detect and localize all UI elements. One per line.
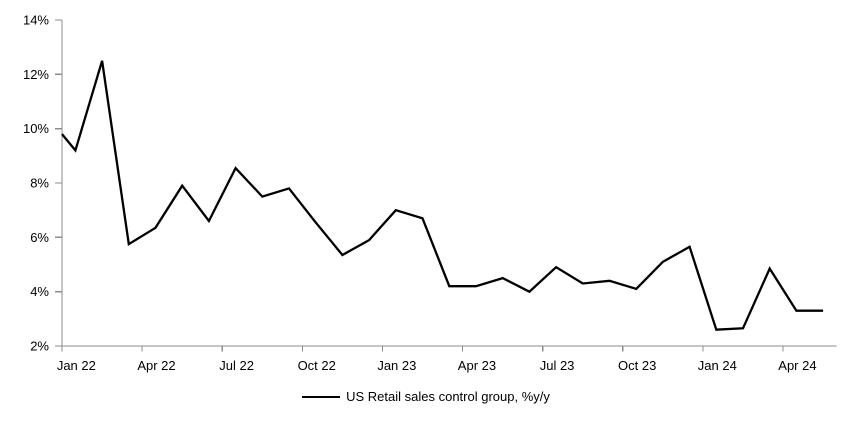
x-tick-label: Oct 23 — [618, 358, 656, 373]
x-tick-label: Jul 22 — [219, 358, 254, 373]
y-tick-label: 10% — [23, 121, 49, 136]
y-tick-label: 12% — [23, 67, 49, 82]
x-tick-label: Apr 22 — [137, 358, 175, 373]
chart-legend: US Retail sales control group, %y/y — [0, 380, 852, 423]
y-tick-label: 4% — [30, 284, 49, 299]
x-tick-label: Apr 23 — [458, 358, 496, 373]
line-chart-canvas: 2% 4% 6% 8% 10% 12% 14% Jan 22 Apr 22 Jul 22 Oct 2… — [23, 13, 837, 373]
y-tick-label: 2% — [30, 339, 49, 354]
x-tick-label: Oct 22 — [298, 358, 336, 373]
legend-line-sample-icon — [302, 396, 341, 398]
legend-item: US Retail sales control group, %y/y — [302, 389, 550, 405]
x-tick-label: Jan 23 — [377, 358, 416, 373]
x-tick-label: Jan 22 — [57, 358, 96, 373]
x-tick-label: Apr 24 — [778, 358, 816, 373]
y-tick-label: 6% — [30, 230, 49, 245]
x-tick-label: Jan 24 — [698, 358, 737, 373]
data-line-retail-sales — [61, 60, 824, 331]
x-tick-label: Jul 23 — [540, 358, 575, 373]
y-tick-label: 14% — [23, 13, 49, 28]
legend-label: US Retail sales control group, %y/y — [346, 389, 550, 404]
y-tick-label: 8% — [30, 176, 49, 191]
